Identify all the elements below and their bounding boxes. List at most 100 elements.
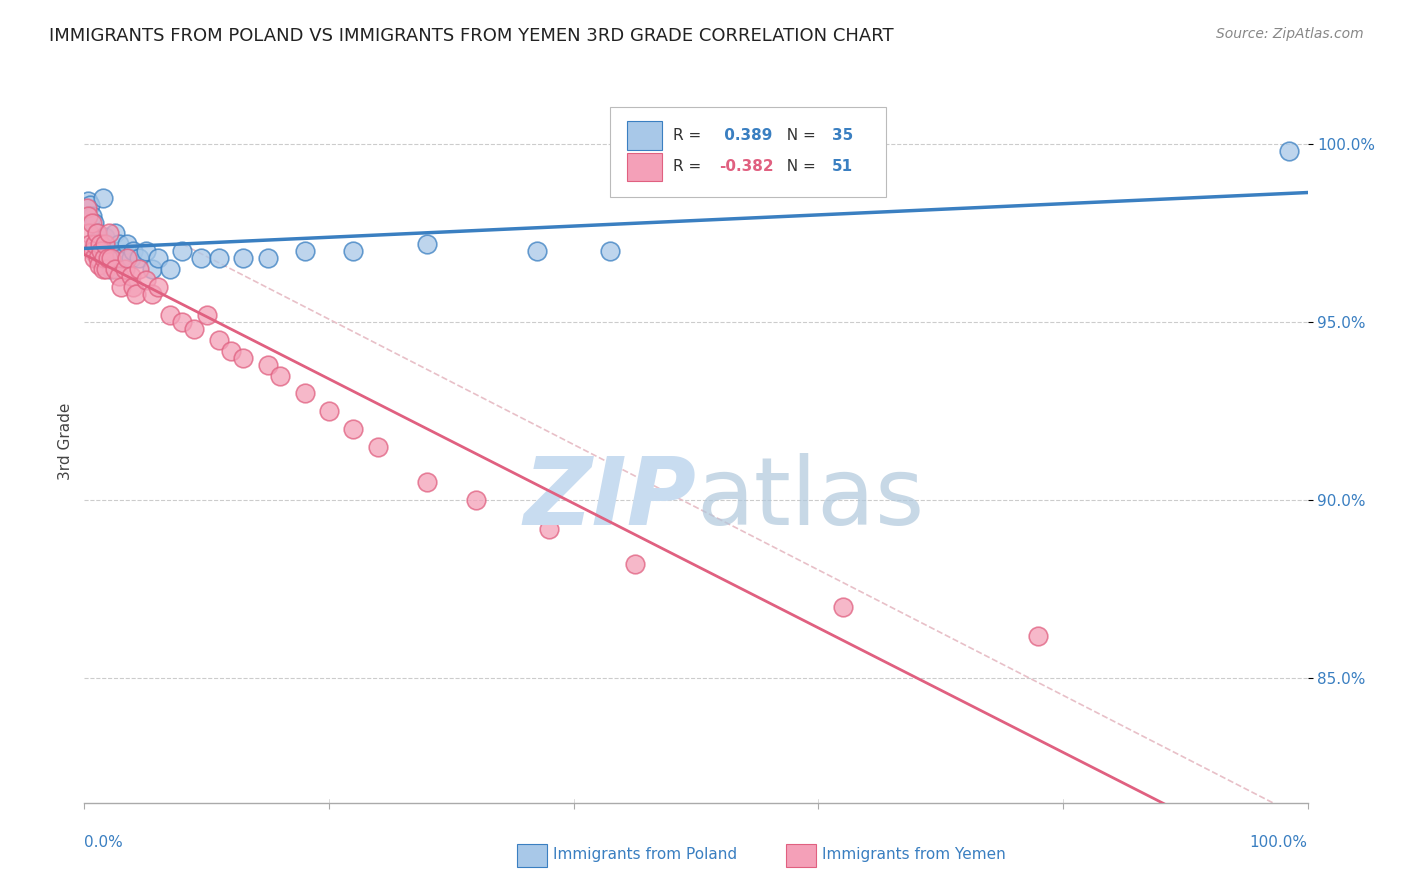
Point [125,286,148,301]
FancyBboxPatch shape [786,844,815,867]
Y-axis label: 3rd Grade: 3rd Grade [58,403,73,480]
Point [219,343,242,358]
Point [190,252,212,266]
Point [115,252,138,266]
Point [104,261,127,276]
Point [94,230,117,244]
Text: Immigrants from Yemen: Immigrants from Yemen [823,847,1005,863]
Point [146,252,169,266]
Point [107,237,129,252]
Point [80,216,103,230]
Point [120,252,142,266]
Point [538,522,561,536]
Text: -0.382: -0.382 [720,160,773,175]
Point [416,475,439,490]
Point [96,261,118,276]
Point [342,422,364,436]
Point [464,493,486,508]
Point [104,227,127,241]
Point [172,315,194,329]
Point [122,279,145,293]
Text: IMMIGRANTS FROM POLAND VS IMMIGRANTS FROM YEMEN 3RD GRADE CORRELATION CHART: IMMIGRANTS FROM POLAND VS IMMIGRANTS FRO… [49,27,894,45]
Text: Immigrants from Poland: Immigrants from Poland [553,847,737,863]
Text: R =: R = [672,160,706,175]
Point [135,244,157,259]
Point [232,252,254,266]
Point [122,244,145,259]
Point [183,322,205,336]
Point [367,440,389,454]
Text: Source: ZipAtlas.com: Source: ZipAtlas.com [1216,27,1364,41]
Text: ZIP: ZIP [523,453,696,545]
Point [257,358,280,372]
Text: 35: 35 [832,128,853,144]
Point [141,261,163,276]
Point [91,191,114,205]
Text: 100.0%: 100.0% [1250,835,1308,850]
Point [141,286,163,301]
Point [86,227,108,241]
Point [599,244,621,259]
Point [86,227,108,241]
Point [91,261,114,276]
Point [1278,145,1301,159]
Point [208,333,231,347]
Text: N =: N = [776,128,820,144]
Point [195,308,218,322]
Point [128,261,150,276]
Point [146,279,169,293]
Point [79,198,101,212]
Point [93,252,115,266]
Point [232,351,254,365]
Point [90,244,112,259]
Point [76,202,98,216]
Point [172,244,194,259]
FancyBboxPatch shape [610,107,886,197]
Point [128,252,150,266]
Point [100,261,122,276]
Point [90,244,112,259]
Point [159,261,181,276]
Point [77,194,100,209]
Point [97,252,120,266]
Point [100,252,122,266]
Point [294,244,316,259]
Point [79,237,101,252]
Point [114,261,136,276]
Point [77,209,100,223]
FancyBboxPatch shape [627,121,662,151]
Point [257,252,280,266]
Text: R =: R = [672,128,706,144]
Point [77,227,100,241]
Point [342,244,364,259]
Point [115,237,138,252]
Point [87,258,110,272]
Point [87,252,110,266]
Point [110,252,132,266]
Point [97,244,120,259]
Point [526,244,548,259]
Text: 51: 51 [832,160,853,175]
Point [416,237,439,252]
Point [208,252,231,266]
Point [84,237,107,252]
Point [84,237,107,252]
Text: N =: N = [776,160,820,175]
Point [831,600,853,615]
Point [120,268,142,283]
Point [318,404,340,418]
FancyBboxPatch shape [517,844,547,867]
Point [80,209,103,223]
Point [159,308,181,322]
Point [94,237,117,252]
Text: 0.389: 0.389 [720,128,772,144]
Text: 0.0%: 0.0% [84,835,124,850]
Point [269,368,291,383]
Point [96,237,118,252]
Point [110,279,132,293]
Point [294,386,316,401]
Point [135,272,157,286]
FancyBboxPatch shape [627,153,662,181]
Point [1028,628,1050,642]
Point [97,227,120,241]
